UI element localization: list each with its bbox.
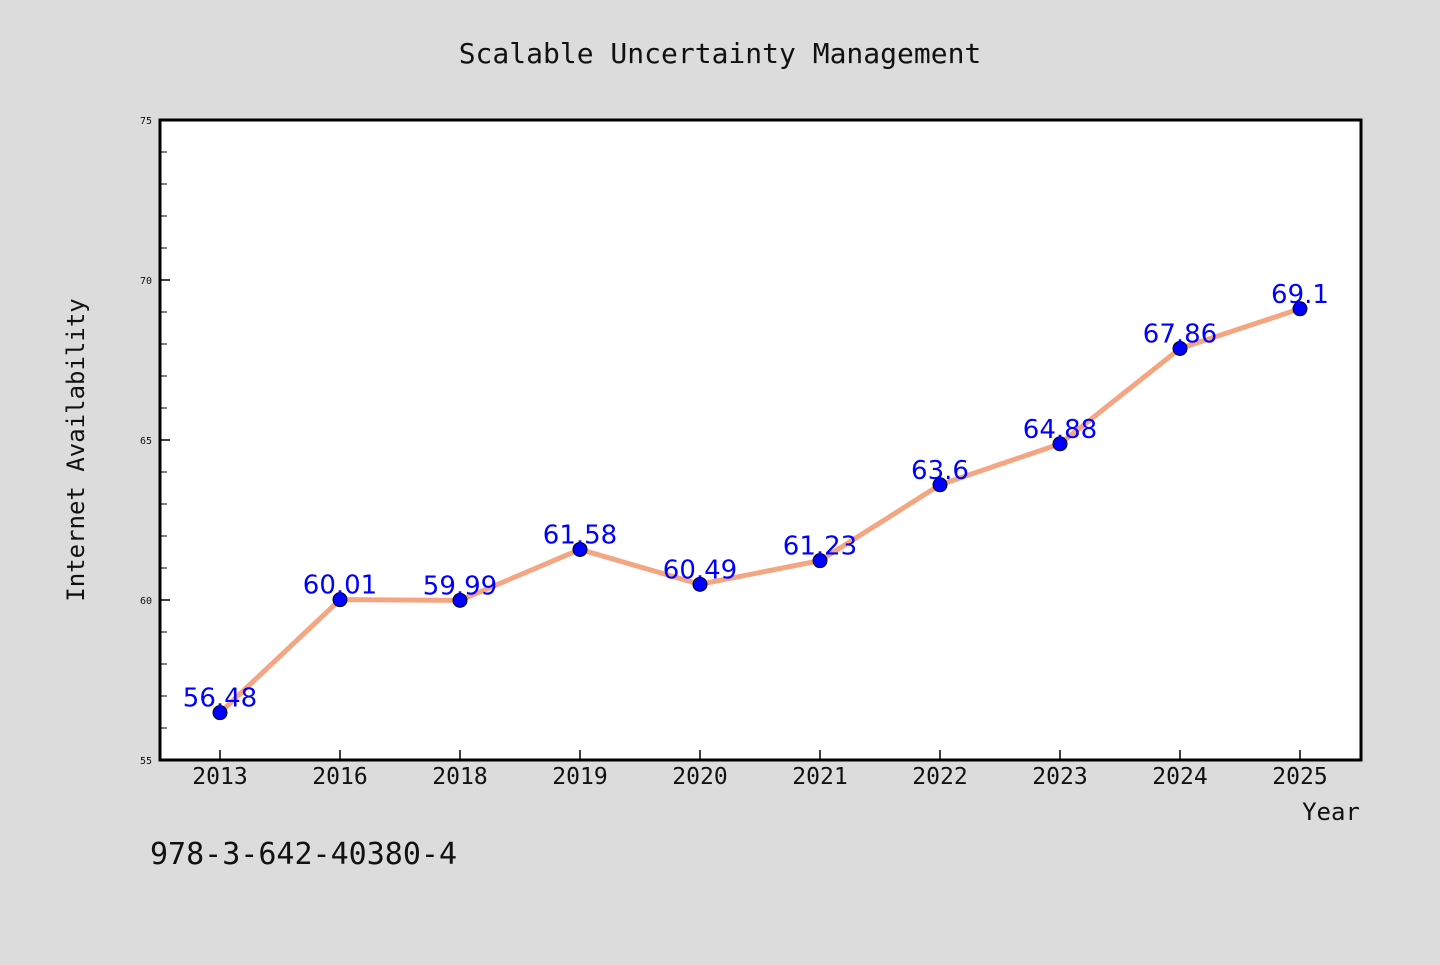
series-line (217, 306, 1303, 716)
x-tick-label: 2023 (1032, 764, 1087, 790)
data-label: 60.01 (303, 571, 377, 601)
data-point (1052, 436, 1068, 452)
data-label: 60.49 (663, 555, 737, 585)
y-tick-label: 65 (140, 436, 152, 447)
data-point (452, 592, 468, 608)
data-point (692, 576, 708, 592)
x-tick-label: 2020 (672, 764, 727, 790)
data-label: 61.58 (543, 520, 617, 550)
isbn-text: 978-3-642-40380-4 (150, 837, 457, 872)
data-point (812, 553, 828, 569)
data-point (212, 705, 228, 721)
x-tick-label: 2013 (192, 764, 247, 790)
data-labels: 56.48 60.01 59.99 61.58 60.49 61.23 63.6 64.88 6… (183, 280, 1329, 714)
data-label: 59.99 (423, 571, 497, 601)
data-point (572, 541, 588, 557)
x-axis-label: Year (1302, 798, 1360, 826)
data-label: 56.48 (183, 684, 257, 714)
x-tick-label: 2022 (912, 764, 967, 790)
data-label: 64.88 (1023, 415, 1097, 445)
plot-area (158, 118, 1363, 762)
data-label: 67.86 (1143, 319, 1217, 349)
x-tick-label: 2021 (792, 764, 847, 790)
data-label: 69.1 (1271, 280, 1329, 310)
data-label: 63.6 (911, 456, 969, 486)
data-point (332, 592, 348, 608)
y-tick-label: 55 (140, 756, 152, 767)
y-axis-label: Internet Availability (62, 298, 90, 601)
x-tick-label: 2025 (1272, 764, 1327, 790)
y-axis: 55 60 65 70 75 (140, 116, 170, 767)
data-label: 61.23 (783, 532, 857, 562)
x-tick-label: 2019 (552, 764, 607, 790)
y-tick-label: 70 (140, 276, 152, 287)
x-tick-label: 2024 (1152, 764, 1207, 790)
y-tick-label: 75 (140, 116, 152, 127)
x-tick-label: 2016 (312, 764, 367, 790)
data-point (1292, 301, 1308, 317)
x-axis: 2013 2016 2018 2019 2020 2021 2022 2023 2024 2025 (192, 750, 1328, 790)
data-points (212, 301, 1308, 721)
data-point (1172, 340, 1188, 356)
data-point (932, 477, 948, 493)
y-tick-label: 60 (140, 596, 152, 607)
chart-title: Scalable Uncertainty Management (459, 37, 982, 70)
x-tick-label: 2018 (432, 764, 487, 790)
